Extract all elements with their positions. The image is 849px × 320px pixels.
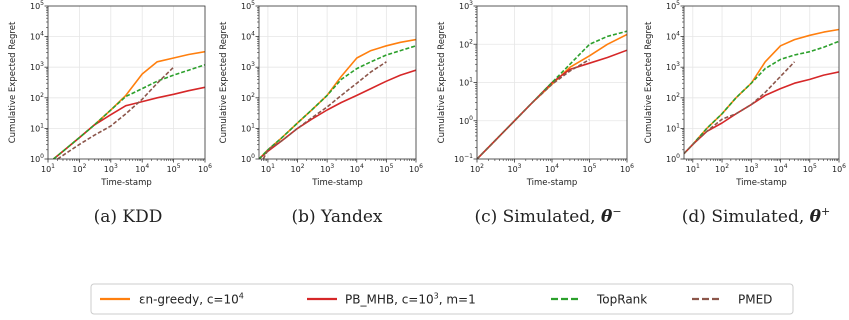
x-tick-label: 102 — [291, 163, 305, 174]
y-tick-label: 104 — [30, 31, 44, 42]
y-tick-label: 102 — [666, 92, 680, 103]
legend-label-toprank: TopRank — [596, 293, 647, 307]
chart-panels: 101 102 103 104 105 106100101102103104105Time… — [8, 0, 846, 227]
series-line-eps-greedy — [684, 28, 839, 155]
series-line-pmed — [262, 61, 387, 159]
legend-label-pb-mhb-tail: , m=1 — [439, 293, 476, 307]
x-tick-label: 106 — [409, 163, 423, 174]
series-line-pmed — [57, 66, 175, 159]
x-tick-label: 102 — [715, 163, 729, 174]
legend-label-pb-mhb: PB_MHB, c=10 — [345, 293, 434, 307]
x-axis-label: Time-stamp — [526, 178, 578, 188]
series-line-pb-mhb — [684, 71, 839, 155]
y-tick-label: 105 — [241, 0, 255, 11]
y-tick-label: 101 — [30, 122, 44, 133]
y-tick-label: 100 — [459, 115, 473, 126]
y-tick-label: 103 — [241, 61, 255, 72]
x-tick-label: 104 — [774, 163, 788, 174]
panel-caption: (d) Simulated, θ+ — [682, 205, 830, 227]
y-tick-label: 104 — [666, 31, 680, 42]
x-tick-label: 104 — [350, 163, 364, 174]
panel-caption: (a) KDD — [94, 207, 163, 227]
legend-label-pb-mhb-exp: 3 — [434, 292, 439, 301]
panel-caption: (b) Yandex — [291, 207, 382, 227]
x-tick-label: 105 — [803, 163, 817, 174]
axes-frame — [258, 5, 417, 160]
x-tick-label: 101 — [261, 163, 275, 174]
x-axis-label: Time-stamp — [311, 178, 363, 188]
x-tick-label: 104 — [545, 163, 559, 174]
panel-1: 101 102 103 104 105 106100101102103104105Time… — [8, 0, 212, 227]
y-tick-label: 103 — [30, 61, 44, 72]
svg-text:εn-greedy, c=104: εn-greedy, c=104 — [139, 292, 244, 307]
x-tick-label: 105 — [582, 163, 596, 174]
axes-frame — [47, 5, 206, 160]
y-tick-label: 101 — [241, 122, 255, 133]
x-tick-label: 102 — [72, 163, 86, 174]
y-axis-label: Cumulative Expected Regret — [644, 21, 654, 143]
y-tick-label: 105 — [666, 0, 680, 11]
panel-3: 102 103 104 105 106 10−1 100 101 102 103 Time-stam… — [437, 0, 634, 227]
x-tick-label: 105 — [379, 163, 393, 174]
x-tick-label: 103 — [507, 163, 521, 174]
x-tick-label: 106 — [832, 163, 846, 174]
svg-text:PB_MHB, c=103, m=1: PB_MHB, c=103, m=1 — [345, 292, 476, 307]
y-tick-label: 10−1 — [454, 153, 473, 164]
x-tick-label: 103 — [320, 163, 334, 174]
axes-frame — [683, 5, 840, 160]
x-tick-label: 101 — [686, 163, 700, 174]
x-axis-label: Time-stamp — [735, 178, 787, 188]
legend-label-eps-greedy-exp: 4 — [239, 292, 244, 301]
y-axis-label: Cumulative Expected Regret — [8, 21, 18, 143]
series-line-eps-greedy — [259, 38, 416, 159]
y-tick-label: 100 — [30, 153, 44, 164]
panel-2: 101 102 103 104 105 106 100 101 102 103 104 105 Time… — [219, 0, 423, 227]
y-axis-label: Cumulative Expected Regret — [437, 21, 447, 143]
x-axis-label: Time-stamp — [100, 178, 152, 188]
x-tick-label: 103 — [104, 163, 118, 174]
panel-4: 101 102 103 104 105 106 100 101 102 103 104 105 Time… — [644, 0, 846, 227]
y-tick-label: 100 — [241, 153, 255, 164]
y-tick-label: 105 — [30, 0, 44, 11]
legend: εn-greedy, c=104 PB_MHB, c=103, m=1 TopR… — [90, 283, 794, 315]
legend-entry-pmed: PMED — [692, 293, 772, 307]
panel-caption: (c) Simulated, θ− — [474, 205, 621, 227]
series-line-toprank — [684, 40, 839, 155]
y-tick-label: 103 — [459, 0, 473, 11]
series-line-pb-mhb — [477, 49, 627, 159]
y-tick-label: 103 — [666, 61, 680, 72]
y-tick-label: 102 — [459, 38, 473, 49]
x-tick-label: 106 — [620, 163, 634, 174]
legend-entry-eps-greedy: εn-greedy, c=104 — [100, 292, 244, 307]
legend-entry-toprank: TopRank — [551, 293, 647, 307]
y-tick-label: 104 — [241, 31, 255, 42]
x-tick-label: 103 — [744, 163, 758, 174]
x-tick-label: 102 — [470, 163, 484, 174]
y-tick-label: 100 — [666, 153, 680, 164]
series-line-toprank — [52, 64, 205, 159]
y-tick-label: 102 — [241, 92, 255, 103]
x-tick-label: 101 — [41, 163, 55, 174]
legend-frame — [90, 283, 794, 315]
series-line-toprank — [259, 45, 416, 159]
y-tick-label: 101 — [666, 122, 680, 133]
y-axis-label: Cumulative Expected Regret — [219, 21, 229, 143]
legend-label-eps-greedy: εn-greedy, c=10 — [139, 293, 239, 307]
series-line-pmed — [684, 61, 796, 155]
series-group — [684, 28, 839, 155]
legend-entry-pb-mhb: PB_MHB, c=103, m=1 — [307, 292, 476, 307]
x-tick-label: 104 — [135, 163, 149, 174]
y-tick-label: 102 — [30, 92, 44, 103]
series-group — [52, 50, 205, 159]
series-line-pmed — [477, 58, 590, 159]
x-tick-label: 105 — [167, 163, 181, 174]
y-tick-label: 101 — [459, 77, 473, 88]
x-tick-label: 106 — [198, 163, 212, 174]
series-group — [477, 30, 627, 159]
legend-label-pmed: PMED — [738, 293, 772, 307]
series-group — [259, 38, 416, 159]
